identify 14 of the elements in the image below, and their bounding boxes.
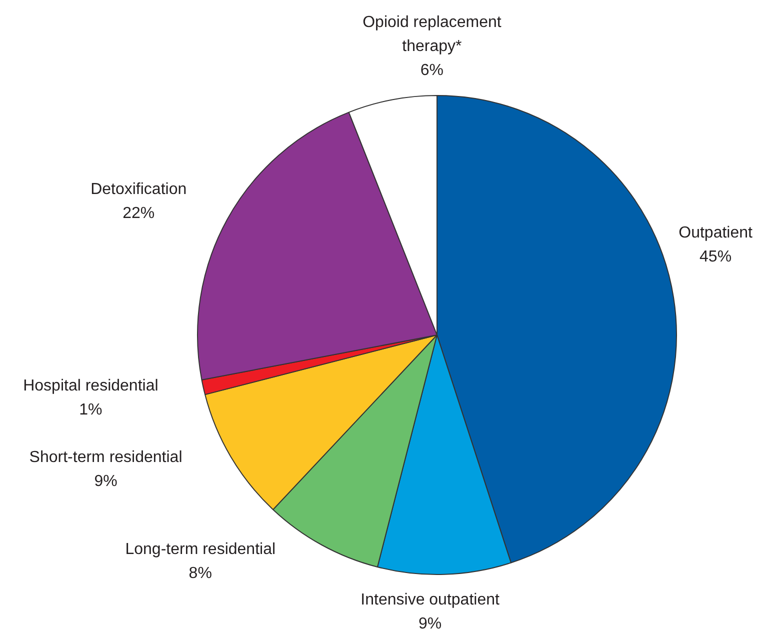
slice-label: Hospital residential	[23, 377, 158, 394]
data-label: 9%	[94, 473, 118, 490]
data-label: 22%	[122, 204, 155, 222]
data-label: 9%	[418, 616, 442, 631]
slice-label: Opioid replacement therapy*	[362, 14, 502, 56]
data-label: 6%	[420, 62, 444, 80]
slice-label: Short-term residential	[29, 449, 182, 466]
data-label: 8%	[188, 564, 212, 582]
slice-label: Long-term residential	[125, 540, 276, 558]
slice-label: Intensive outpatient	[360, 592, 500, 609]
data-label: 1%	[79, 401, 102, 418]
slice-label: Outpatient	[678, 224, 754, 242]
data-label: 45%	[700, 248, 732, 266]
slice-label: Detoxification	[90, 180, 187, 198]
